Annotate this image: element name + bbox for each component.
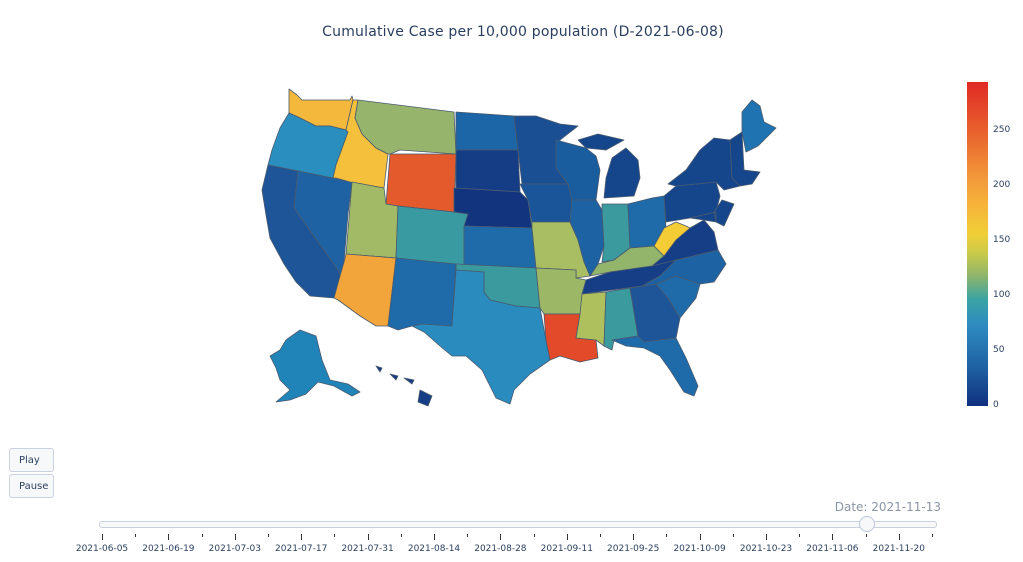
state-ak[interactable] (269, 329, 361, 403)
slider-tick-label: 2021-11-20 (872, 544, 925, 554)
slider-minor-tick (865, 534, 867, 537)
slider-minor-tick (334, 534, 336, 537)
state-sd[interactable] (455, 149, 521, 193)
state-nd[interactable] (455, 111, 519, 151)
play-button[interactable]: Play (9, 448, 54, 472)
state-ny[interactable] (667, 137, 741, 191)
slider-minor-tick (932, 534, 933, 537)
date-slider-track[interactable] (99, 521, 937, 528)
slider-tick-label: 2021-06-19 (142, 544, 195, 554)
slider-major-tick (898, 534, 900, 540)
slider-major-tick (766, 534, 767, 540)
state-me[interactable] (741, 99, 777, 153)
slider-minor-tick (600, 534, 601, 537)
state-hi[interactable] (375, 365, 433, 407)
slider-major-tick (633, 534, 635, 540)
slider-major-tick (234, 534, 236, 540)
slider-major-tick (102, 534, 103, 540)
state-nc[interactable] (641, 249, 727, 287)
slider-minor-tick (799, 534, 801, 537)
slider-current-date: Date: 2021-11-13 (834, 500, 941, 514)
slider-tick-label: 2021-08-28 (474, 544, 527, 554)
slider-tick-label: 2021-08-14 (407, 544, 461, 554)
state-mt[interactable] (354, 99, 457, 155)
slider-minor-tick (400, 534, 402, 537)
slider-tick-label: 2021-07-17 (275, 544, 328, 554)
us-choropleth-map (261, 88, 777, 407)
slider-major-tick (168, 534, 170, 540)
slider-minor-tick (666, 534, 668, 537)
slider-tick-label: 2021-10-09 (673, 544, 726, 554)
state-nm[interactable] (387, 257, 457, 331)
state-mi[interactable] (577, 133, 641, 199)
slider-tick-label: 2021-09-11 (540, 544, 593, 554)
slider-minor-tick (732, 534, 734, 537)
state-ks[interactable] (463, 225, 537, 269)
slider-major-tick (367, 534, 369, 540)
colorbar-tick-label: 100 (993, 290, 1011, 301)
colorbar-tick-label: 150 (993, 235, 1011, 246)
slider-major-tick (566, 534, 568, 540)
pause-button[interactable]: Pause (9, 474, 54, 498)
date-slider-handle[interactable] (859, 516, 875, 532)
state-wy[interactable] (385, 153, 457, 213)
state-wv[interactable] (653, 221, 691, 257)
state-co[interactable] (395, 205, 469, 267)
colorbar-tick-label: 50 (993, 345, 1005, 356)
state-ne[interactable] (453, 187, 533, 229)
slider-major-tick (832, 534, 834, 540)
slider-tick-label: 2021-06-05 (75, 544, 129, 554)
slider-tick-label: 2021-09-25 (607, 544, 660, 554)
state-az[interactable] (333, 253, 397, 327)
slider-minor-tick (135, 534, 137, 537)
state-fl[interactable] (611, 335, 699, 397)
map-title: Cumulative Case per 10,000 population (D… (322, 24, 724, 40)
colorbar-tick-label: 250 (993, 125, 1011, 136)
slider-major-tick (434, 534, 435, 540)
colorbar (967, 82, 988, 406)
slider-tick-label: 2021-11-06 (806, 544, 859, 554)
colorbar-tick-label: 0 (993, 400, 999, 410)
slider-minor-tick (467, 534, 469, 537)
slider-tick-label: 2021-10-23 (739, 544, 793, 554)
slider-ticks: 2021-06-05 2021-06-19 2021-07-03 2021-07-17… (0, 534, 1023, 562)
colorbar-tick-label: 200 (993, 180, 1011, 191)
slider-tick-label: 2021-07-03 (208, 544, 261, 554)
slider-minor-tick (201, 534, 203, 537)
state-tx[interactable] (411, 269, 551, 405)
slider-major-tick (301, 534, 303, 540)
slider-tick-label: 2021-07-31 (341, 544, 394, 554)
state-ne-small[interactable] (689, 131, 761, 227)
slider-minor-tick (268, 534, 269, 537)
slider-major-tick (500, 534, 502, 540)
slider-minor-tick (533, 534, 535, 537)
slider-major-tick (699, 534, 701, 540)
